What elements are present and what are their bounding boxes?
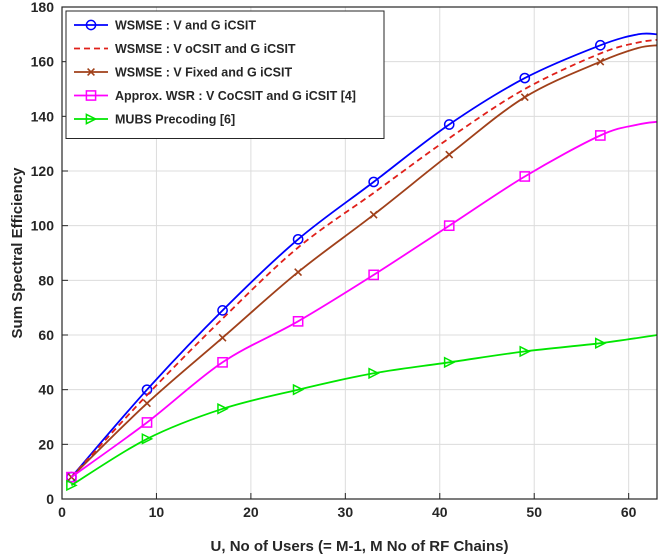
data-point (594, 130, 606, 141)
data-point (520, 93, 529, 102)
x-tick-label: 20 (243, 504, 259, 520)
y-tick-label: 120 (31, 163, 55, 179)
x-tick-label: 60 (621, 504, 637, 520)
marker-stroke (143, 399, 151, 408)
data-point (596, 57, 605, 66)
series-line (70, 32, 658, 478)
plot-frame (61, 6, 658, 500)
series-3 (67, 44, 658, 482)
marker-stroke (445, 150, 454, 159)
data-point (66, 471, 77, 483)
legend-marker (85, 113, 98, 125)
y-tick-label: 0 (46, 491, 54, 507)
data-point (292, 315, 304, 327)
data-point (443, 119, 455, 130)
data-point (519, 72, 531, 84)
data-point (368, 367, 380, 380)
legend-entry: WSMSE : V oCSIT and G iCSIT (74, 42, 296, 56)
legend-label: WSMSE : V and G iCSIT (115, 19, 256, 33)
y-tick-label: 40 (38, 382, 54, 398)
data-point (217, 305, 228, 316)
data-point (443, 356, 456, 369)
data-point (141, 417, 153, 428)
data-point (443, 220, 455, 232)
legend-label: Approx. WSR : V CoCSIT and G iCSIT [4] (115, 89, 356, 103)
series-1 (66, 32, 658, 483)
data-point (66, 479, 78, 492)
legend-entry: WSMSE : V Fixed and G iCSIT (74, 66, 292, 80)
series-group (66, 32, 658, 492)
legend-entry: Approx. WSR : V CoCSIT and G iCSIT [4] (74, 89, 356, 103)
data-point (218, 333, 227, 342)
legend-marker (85, 19, 97, 31)
data-point (294, 268, 303, 277)
series-4 (66, 120, 658, 483)
data-point (445, 150, 454, 159)
marker-stroke (218, 333, 227, 342)
x-axis-label: U, No of Users (= M-1, M No of RF Chains… (211, 538, 509, 555)
marker-stroke (520, 93, 529, 102)
y-tick-label: 20 (38, 436, 54, 452)
x-tick-label: 10 (149, 504, 165, 520)
legend-box (65, 10, 385, 139)
legend: WSMSE : V and G iCSIT WSMSE : V oCSIT and… (65, 10, 385, 139)
data-point (143, 399, 151, 408)
legend-label: WSMSE : V oCSIT and G iCSIT (115, 42, 296, 56)
legend-marker (85, 90, 97, 101)
legend-entry: WSMSE : V and G iCSIT (74, 19, 256, 33)
data-point (217, 356, 228, 368)
data-point (368, 176, 380, 188)
series-line (70, 44, 658, 478)
data-point (519, 345, 532, 358)
x-tick-label: 30 (338, 504, 354, 520)
legend-label: MUBS Precoding [6] (115, 113, 235, 127)
grid (61, 6, 657, 500)
data-point (217, 402, 229, 415)
marker-stroke (294, 268, 303, 277)
data-point (519, 171, 531, 182)
y-tick-label: 100 (31, 218, 55, 234)
x-tick-label: 50 (526, 504, 542, 520)
series-5 (66, 334, 658, 492)
y-tick-label: 180 (31, 0, 55, 15)
y-tick-label: 160 (31, 54, 55, 70)
y-axis-label: Sum Spectral Efficiency (9, 167, 26, 339)
y-tick-label: 140 (31, 108, 55, 124)
data-point (594, 337, 607, 350)
marker-stroke (87, 68, 95, 76)
data-point (369, 210, 378, 219)
tick-labels: 0 10 20 30 40 50 60 0 20 40 60 80 100 120 140 160 180 (31, 0, 637, 520)
data-point (594, 39, 606, 51)
series-line (70, 38, 658, 478)
data-point (292, 383, 305, 396)
data-point (368, 269, 380, 281)
y-tick-label: 60 (38, 327, 54, 343)
data-point (141, 433, 154, 445)
legend-label: WSMSE : V Fixed and G iCSIT (115, 66, 292, 80)
x-tick-label: 40 (432, 504, 448, 520)
marker-stroke (369, 210, 378, 219)
legend-marker (87, 68, 95, 76)
y-tick-label: 80 (38, 272, 54, 288)
data-point (292, 233, 304, 245)
marker-stroke (596, 57, 605, 66)
series-2 (70, 38, 658, 478)
series-line (70, 120, 658, 478)
x-tick-label: 0 (58, 504, 66, 520)
legend-entry: MUBS Precoding [6] (74, 113, 235, 127)
